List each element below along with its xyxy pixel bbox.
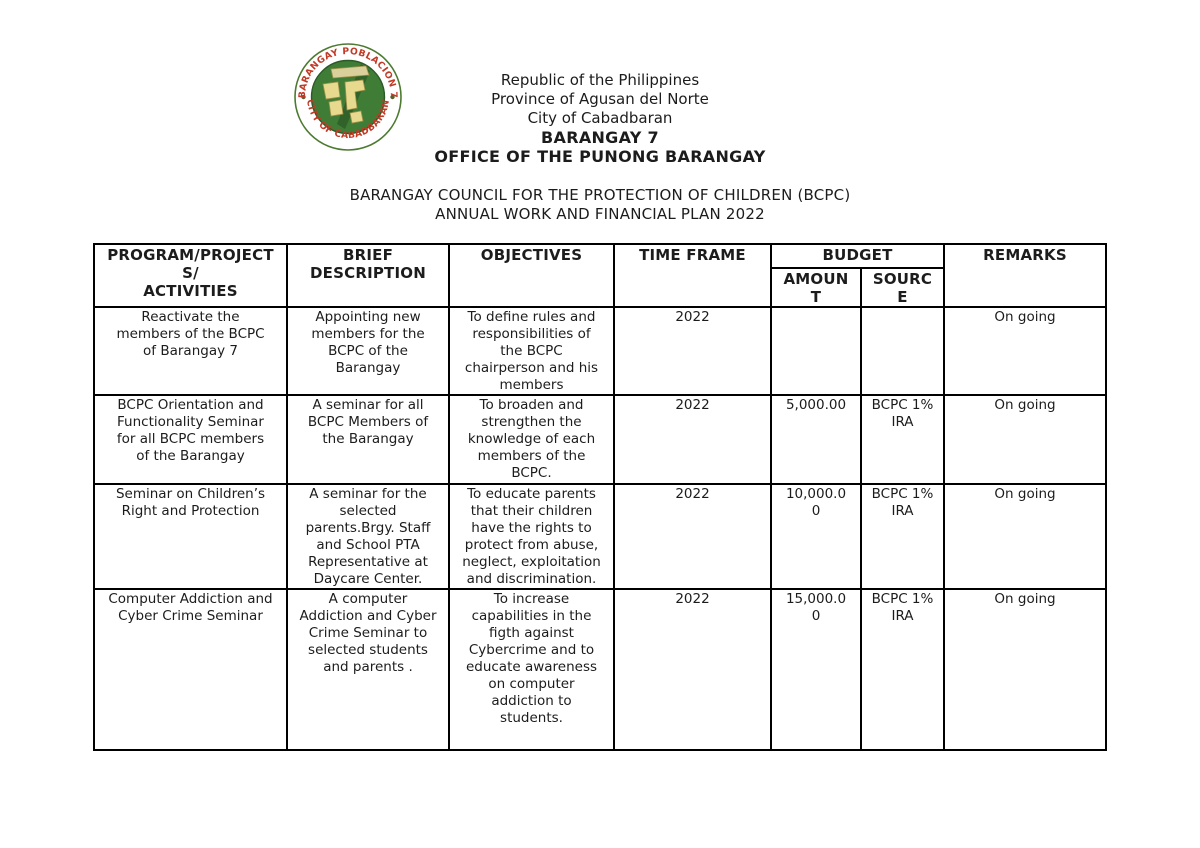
cell-brief-description: Appointing new members for the BCPC of t…	[286, 306, 450, 396]
cell-brief-description: A seminar for the selected parents.Brgy.…	[286, 483, 450, 590]
cell-time-frame: 2022	[613, 306, 772, 396]
letterhead: Republic of the Philippines Province of …	[0, 71, 1200, 166]
col-header-time-frame: TIME FRAME	[613, 243, 772, 308]
cell-program: Seminar on Children’s Right and Protecti…	[93, 483, 288, 590]
cell-brief-description: A computer Addiction and Cyber Crime Sem…	[286, 588, 450, 751]
letterhead-city: City of Cabadbaran	[527, 109, 673, 127]
seal-left-dot	[301, 94, 306, 100]
col-header-budget: BUDGET	[770, 243, 945, 269]
document-title-line1: BARANGAY COUNCIL FOR THE PROTECTION OF C…	[349, 186, 851, 204]
cell-remarks: On going	[943, 483, 1107, 590]
col-header-program: PROGRAM/PROJECT S/ ACTIVITIES	[93, 243, 288, 308]
seal-right-dot	[390, 94, 395, 100]
cell-amount: 5,000.00	[770, 394, 862, 485]
cell-source	[860, 306, 945, 396]
barangay-seal-logo: BARANGAY POBLACION 7 CITY OF CABADBARAN	[294, 43, 402, 151]
cell-objectives: To educate parents that their children h…	[448, 483, 615, 590]
cell-remarks: On going	[943, 588, 1107, 751]
document-title-line2: ANNUAL WORK AND FINANCIAL PLAN 2022	[435, 205, 765, 223]
cell-remarks: On going	[943, 394, 1107, 485]
document-title: BARANGAY COUNCIL FOR THE PROTECTION OF C…	[0, 186, 1200, 224]
letterhead-republic: Republic of the Philippines	[500, 71, 700, 89]
cell-time-frame: 2022	[613, 394, 772, 485]
cell-brief-description: A seminar for all BCPC Members of the Ba…	[286, 394, 450, 485]
cell-objectives: To define rules and responsibilities of …	[448, 306, 615, 396]
cell-source: BCPC 1% IRA	[860, 588, 945, 751]
col-header-brief-description: BRIEF DESCRIPTION	[286, 243, 450, 308]
work-plan-table: PROGRAM/PROJECT S/ ACTIVITIES BRIEF DESC…	[93, 243, 1107, 751]
table-row: Seminar on Children’s Right and Protecti…	[93, 483, 1107, 590]
cell-source: BCPC 1% IRA	[860, 483, 945, 590]
table-row: Computer Addiction and Cyber Crime Semin…	[93, 588, 1107, 751]
table-row: BCPC Orientation and Functionality Semin…	[93, 394, 1107, 485]
letterhead-office: OFFICE OF THE PUNONG BARANGAY	[434, 147, 766, 166]
cell-source: BCPC 1% IRA	[860, 394, 945, 485]
cell-time-frame: 2022	[613, 588, 772, 751]
col-header-source: SOURC E	[860, 267, 945, 308]
letterhead-province: Province of Agusan del Norte	[491, 90, 709, 108]
cell-objectives: To broaden and strengthen the knowledge …	[448, 394, 615, 485]
cell-objectives: To increase capabilities in the figth ag…	[448, 588, 615, 751]
col-header-amount: AMOUN T	[770, 267, 862, 308]
col-header-remarks: REMARKS	[943, 243, 1107, 308]
seal-map-parcels	[322, 65, 370, 124]
cell-amount: 15,000.0 0	[770, 588, 862, 751]
cell-program: BCPC Orientation and Functionality Semin…	[93, 394, 288, 485]
col-header-objectives: OBJECTIVES	[448, 243, 615, 308]
cell-amount	[770, 306, 862, 396]
cell-program: Reactivate the members of the BCPC of Ba…	[93, 306, 288, 396]
cell-time-frame: 2022	[613, 483, 772, 590]
table-row: Reactivate the members of the BCPC of Ba…	[93, 306, 1107, 396]
cell-remarks: On going	[943, 306, 1107, 396]
cell-amount: 10,000.0 0	[770, 483, 862, 590]
cell-program: Computer Addiction and Cyber Crime Semin…	[93, 588, 288, 751]
letterhead-barangay: BARANGAY 7	[541, 128, 659, 147]
